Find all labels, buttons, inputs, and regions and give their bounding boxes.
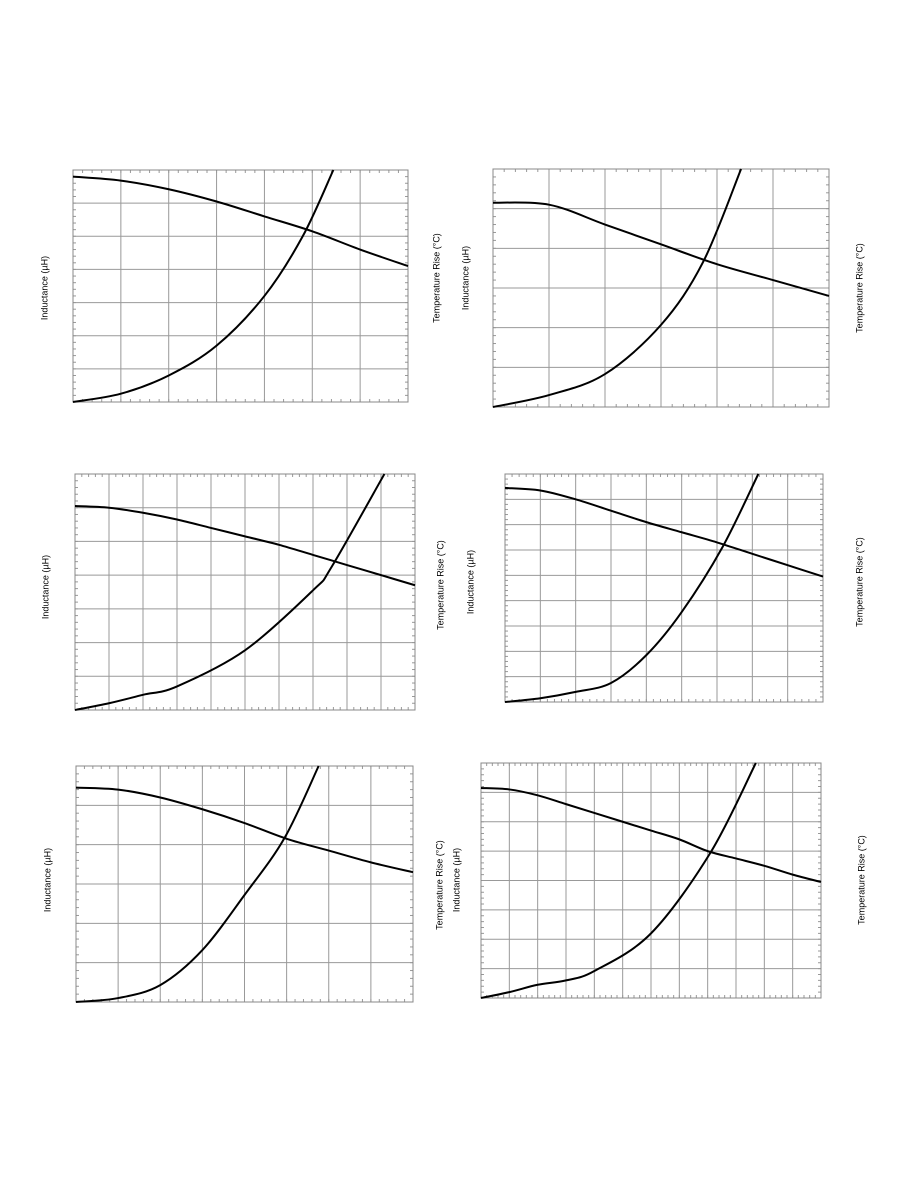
curve	[504, 473, 760, 703]
y2-axis-label: Temperature Rise (°C)	[856, 835, 866, 925]
chart: Inductance (µH) Temperature Rise (°C)	[39, 169, 441, 403]
plot-frame	[492, 168, 830, 408]
y-axis-label: Inductance (µH)	[42, 848, 52, 912]
curve	[75, 765, 320, 1003]
curve	[72, 169, 335, 403]
chart: Inductance (µH) Temperature Rise (°C)	[451, 762, 866, 999]
y2-axis-label: Temperature Rise (°C)	[431, 233, 441, 323]
plot-frame	[74, 473, 416, 711]
curve	[74, 505, 416, 587]
curve	[492, 168, 743, 408]
y-axis-label: Inductance (µH)	[465, 550, 475, 614]
curve	[74, 473, 386, 711]
curve	[72, 175, 409, 268]
curve	[504, 486, 824, 578]
curve	[480, 762, 757, 999]
plot-frame	[480, 762, 822, 999]
curve	[75, 786, 414, 874]
y2-axis-label: Temperature Rise (°C)	[435, 540, 445, 630]
plot-frame	[504, 473, 824, 703]
plot-frame	[72, 169, 409, 403]
curve	[480, 786, 822, 883]
y-axis-label: Inductance (µH)	[451, 848, 461, 912]
chart: Inductance (µH) Temperature Rise (°C)	[42, 765, 444, 1003]
y-axis-label: Inductance (µH)	[460, 246, 470, 310]
plot-frame	[75, 765, 414, 1003]
y-axis-label: Inductance (µH)	[39, 256, 49, 320]
chart: Inductance (µH) Temperature Rise (°C)	[40, 473, 445, 711]
curve	[492, 201, 830, 297]
y2-axis-label: Temperature Rise (°C)	[434, 840, 444, 930]
y2-axis-label: Temperature Rise (°C)	[854, 537, 864, 627]
y-axis-label: Inductance (µH)	[40, 555, 50, 619]
y2-axis-label: Temperature Rise (°C)	[854, 243, 864, 333]
chart: Inductance (µH) Temperature Rise (°C)	[460, 168, 864, 408]
chart: Inductance (µH) Temperature Rise (°C)	[465, 473, 864, 703]
